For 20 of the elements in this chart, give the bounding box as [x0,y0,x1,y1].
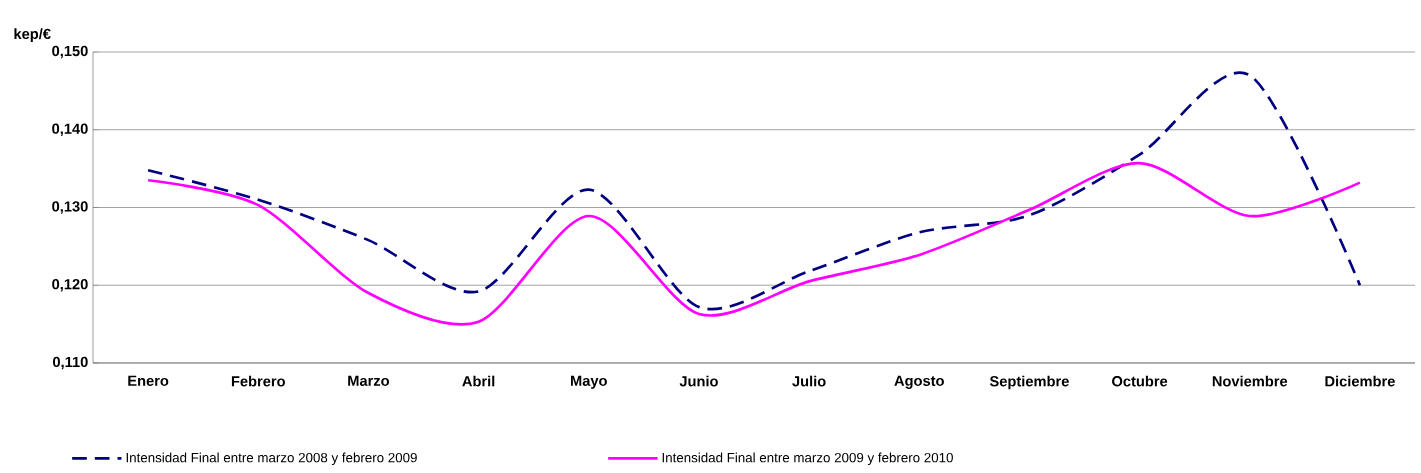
x-tick-label: Mayo [571,375,607,389]
y-tick-label: 0,130 [52,201,88,214]
x-tick-label: Marzo [348,375,390,386]
y-tick-label: 0,110 [52,356,88,370]
legend-label: Intensidad Final entre marzo 2009 y febrero 2010 [662,452,953,465]
y-axis-title: kep/€ [14,28,51,42]
x-tick-label: Septiembre [989,375,1069,390]
x-tick-label: Octubre [1112,375,1168,387]
y-tick-label: 0,140 [52,123,88,137]
y-tick-label: 0,150 [52,45,88,59]
legend-label: Intensidad Final entre marzo 2008 y febrero 2009 [126,452,417,465]
x-tick-label: Noviembre [1212,375,1288,387]
y-tick-label: 0,120 [52,279,88,292]
x-tick-label: Junio [679,375,718,387]
x-tick-label: Agosto [894,375,944,389]
x-tick-label: Abril [462,375,495,387]
x-tick-label: Enero [128,375,169,386]
x-tick-label: Julio [792,375,826,387]
x-tick-label: Diciembre [1325,375,1395,387]
x-tick-label: Febrero [231,375,285,387]
